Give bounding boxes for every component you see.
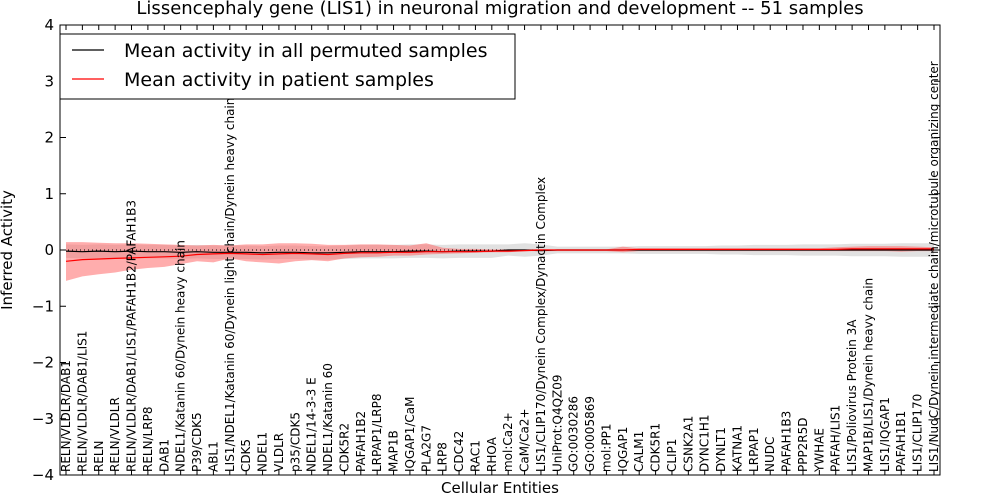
x-tick-label: LIS1/CLIP170/Dynein Complex/Dynactin Com… (534, 177, 548, 472)
x-tick-label: LIS1/IQGAP1 (878, 397, 892, 472)
x-tick-label: NDEL1 (256, 432, 270, 472)
x-tick-label: LIS1/NDEL1/Katanin 60/Dynein light chain… (223, 98, 237, 472)
x-tick-label: PLA2G7 (419, 425, 433, 472)
legend-box (59, 33, 516, 100)
x-axis (65, 25, 935, 475)
x-tick-label: p35/CDK5 (288, 412, 302, 472)
y-tick-label: 3 (44, 72, 54, 90)
y-tick-label: −3 (32, 410, 54, 428)
x-tick-label: DAB1 (157, 439, 171, 472)
x-tick-label: mol:PP1 (600, 424, 614, 473)
x-tick-label: PAFAH/LIS1 (829, 405, 843, 472)
x-tick-label: GO:0005869 (583, 396, 597, 472)
x-tick-label: PAFAH1B2 (354, 411, 368, 472)
x-tick-label: NDEL1/Katanin 60/Dynein heavy chain (174, 240, 188, 472)
y-tick-label: 0 (44, 241, 54, 259)
x-tick-label: DYNLT1 (714, 427, 728, 472)
y-tick-label: 1 (44, 185, 54, 203)
x-tick-label: NDEL1/14-3-3 E (305, 377, 319, 472)
x-tick-labels: RELN/VLDLR/DAB1 RELN/VLDLR/DAB1/LIS1 RELN R… (59, 61, 941, 473)
x-tick-label: RHOA (485, 436, 499, 472)
x-tick-label: PAFAH1B3 (780, 411, 794, 472)
y-axis: 4 3 2 1 0 −1 −2 −3 −4 (32, 16, 940, 484)
x-tick-label: IQGAP1/CaM (403, 396, 417, 472)
y-tick-label: −4 (32, 466, 54, 484)
x-tick-label: PAFAH1B1 (894, 411, 908, 472)
x-tick-label: UniProt:Q4QZ09 (550, 374, 564, 472)
legend: Mean activity in all permuted samples Me… (59, 33, 516, 100)
x-tick-label: CaM/Ca2+ (518, 408, 532, 472)
x-tick-label: PPP2R5D (796, 417, 810, 472)
x-tick-label: YWHAE (812, 428, 826, 473)
chart-title: Lissencephaly gene (LIS1) in neuronal mi… (136, 0, 863, 19)
y-tick-label: −1 (32, 297, 54, 315)
x-tick-label: DYNC1H1 (698, 414, 712, 472)
x-tick-label: CDK5 (239, 439, 253, 472)
x-axis-label: Cellular Entities (441, 479, 559, 497)
x-tick-label: CSNK2A1 (681, 416, 695, 472)
x-tick-label: RELN (92, 440, 106, 472)
x-tick-label: LRP8 (436, 442, 450, 472)
x-tick-label: RELN/VLDLR/DAB1/LIS1 (75, 331, 89, 472)
line-series-1 (65, 248, 934, 262)
y-tick-label: −2 (32, 354, 54, 372)
x-tick-label: RELN/VLDLR/DAB1/LIS1/PAFAH1B2/PAFAH1B3 (125, 200, 139, 472)
x-tick-label: GO:0030286 (567, 396, 581, 472)
legend-label-patient: Mean activity in patient samples (124, 69, 434, 91)
x-tick-label: RELN/VLDLR (108, 397, 122, 472)
x-tick-label: LRPAP1 (747, 427, 761, 472)
series-lines (65, 248, 934, 262)
x-tick-label: LIS1/CLIP170 (911, 394, 925, 472)
x-tick-label: LIS1/NudC/Dynein intermediate chain/micr… (927, 61, 941, 472)
legend-label-permuted: Mean activity in all permuted samples (124, 40, 487, 62)
x-tick-label: CALM1 (632, 431, 646, 472)
x-tick-label: ABL1 (206, 441, 220, 472)
x-tick-label: RELN/VLDLR/DAB1 (59, 360, 73, 472)
x-tick-label: IQGAP1 (616, 427, 630, 472)
x-tick-label: LRPAP1/LRP8 (370, 394, 384, 473)
x-tick-label: NDEL1/Katanin 60 (321, 363, 335, 472)
x-tick-label: CDC42 (452, 431, 466, 472)
x-tick-label: CLIP1 (665, 439, 679, 472)
plot-frame (59, 24, 941, 476)
x-tick-label: RELN/LRP8 (141, 406, 155, 472)
y-tick-label: 4 (44, 16, 54, 34)
x-tick-label: MAP1B/LIS1/Dynein heavy chain (862, 278, 876, 472)
x-tick-label: P39/CDK5 (190, 412, 204, 472)
x-tick-label: MAP1B (387, 430, 401, 472)
x-tick-label: LIS1/Poliovirus Protein 3A (845, 319, 859, 472)
x-tick-label: CDK5R1 (649, 423, 663, 472)
x-tick-label: NUDC (763, 437, 777, 472)
y-axis-label: Inferred Activity (0, 190, 16, 310)
x-tick-label: mol:Ca2+ (501, 412, 515, 472)
x-tick-label: RAC1 (468, 440, 482, 472)
x-tick-label: VLDLR (272, 433, 286, 472)
x-tick-label: KATNA1 (731, 425, 745, 472)
y-tick-label: 2 (44, 129, 54, 147)
x-tick-label: CDK5R2 (337, 423, 351, 472)
